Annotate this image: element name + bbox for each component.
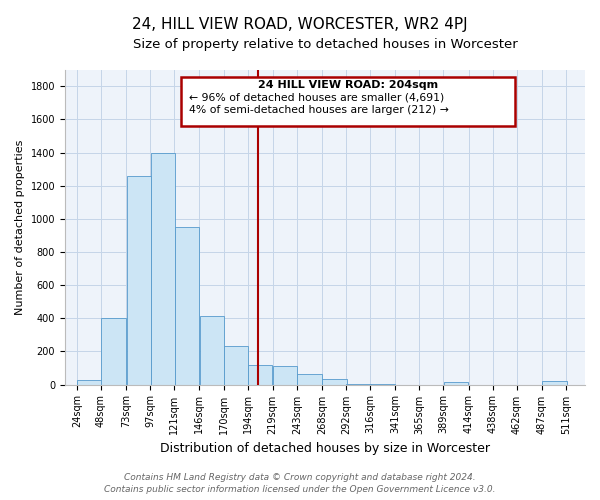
Text: 24 HILL VIEW ROAD: 204sqm: 24 HILL VIEW ROAD: 204sqm (258, 80, 438, 90)
Bar (101, 318, 126, 384)
FancyBboxPatch shape (181, 77, 515, 126)
Text: 24, HILL VIEW ROAD, WORCESTER, WR2 4PJ: 24, HILL VIEW ROAD, WORCESTER, WR2 4PJ (132, 18, 468, 32)
X-axis label: Distribution of detached houses by size in Worcester: Distribution of detached houses by size … (160, 442, 490, 455)
Bar (322, 379, 347, 384)
Y-axis label: Number of detached properties: Number of detached properties (15, 140, 25, 315)
Bar (248, 364, 272, 384)
Bar (175, 227, 199, 384)
Bar (127, 176, 151, 384)
Bar (444, 382, 468, 384)
Bar (151, 154, 175, 384)
Title: Size of property relative to detached houses in Worcester: Size of property relative to detached ho… (133, 38, 517, 51)
Text: ← 96% of detached houses are smaller (4,691): ← 96% of detached houses are smaller (4,… (190, 92, 445, 102)
Bar (273, 366, 298, 384)
Bar (77, 380, 101, 384)
Bar (224, 346, 248, 385)
Bar (542, 382, 566, 384)
Text: Contains HM Land Registry data © Crown copyright and database right 2024.
Contai: Contains HM Land Registry data © Crown c… (104, 472, 496, 494)
Bar (200, 316, 224, 384)
Bar (297, 374, 322, 384)
Text: 4% of semi-detached houses are larger (212) →: 4% of semi-detached houses are larger (2… (190, 104, 449, 115)
